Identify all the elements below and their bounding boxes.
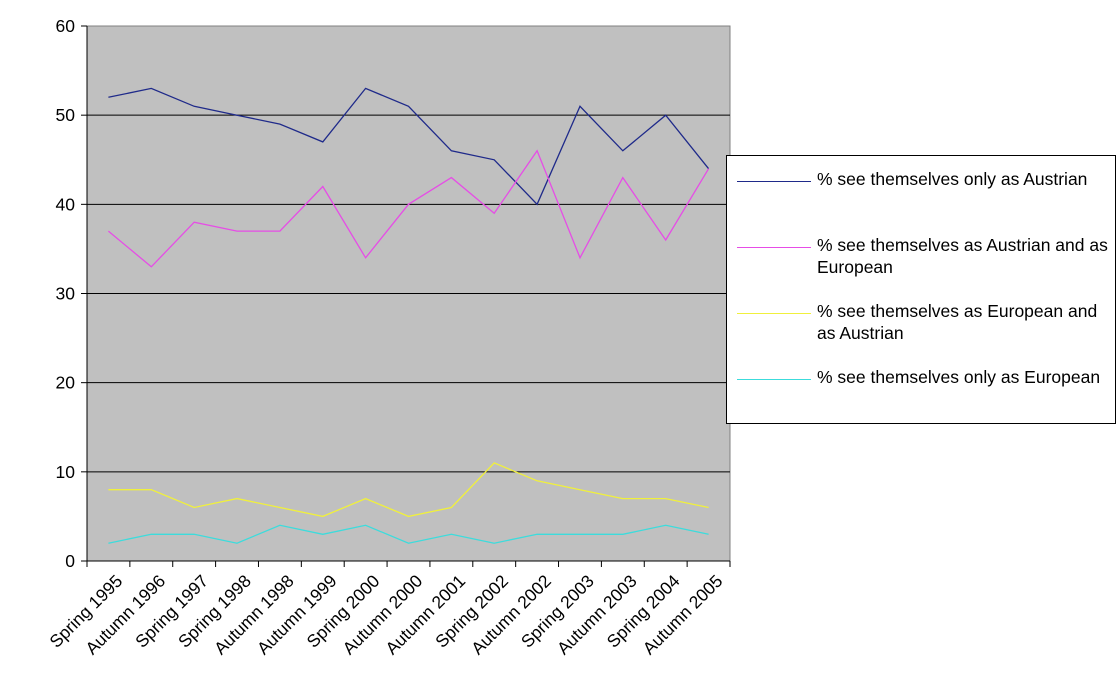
series-line-3 (108, 462, 709, 518)
y-tick-label: 60 (56, 16, 76, 36)
legend-swatch-only-austrian (737, 181, 811, 182)
legend-swatch-european-and-austrian (737, 313, 811, 314)
legend-item: % see themselves as European and as Aust… (737, 300, 1117, 350)
legend-label-austrian-and-european: % see themselves as Austrian and as Euro… (817, 235, 1108, 277)
y-tick-label: 40 (56, 194, 76, 214)
legend-swatch-only-european (737, 379, 811, 380)
series-line-1 (108, 87, 710, 206)
legend-swatch-austrian-and-european (737, 247, 811, 248)
y-tick-label: 10 (56, 462, 76, 482)
y-tick-label: 20 (56, 373, 76, 393)
gridlines (87, 114, 730, 473)
axes (81, 25, 731, 567)
series-line-4 (108, 524, 709, 544)
legend-label-european-and-austrian: % see themselves as European and as Aust… (817, 301, 1098, 343)
legend-label-only-european: % see themselves only as European (817, 367, 1101, 387)
y-tick-label: 30 (56, 284, 76, 304)
series-line-2 (107, 149, 710, 268)
y-tick-label: 0 (65, 551, 75, 571)
legend-label-only-austrian: % see themselves only as Austrian (817, 169, 1088, 189)
legend: % see themselves only as Austrian % see … (726, 155, 1116, 424)
legend-item: % see themselves as Austrian and as Euro… (737, 234, 1117, 284)
legend-item: % see themselves only as Austrian (737, 168, 1117, 218)
legend-item: % see themselves only as European (737, 366, 1117, 416)
y-tick-label: 50 (56, 105, 76, 125)
series-lines (107, 87, 710, 544)
